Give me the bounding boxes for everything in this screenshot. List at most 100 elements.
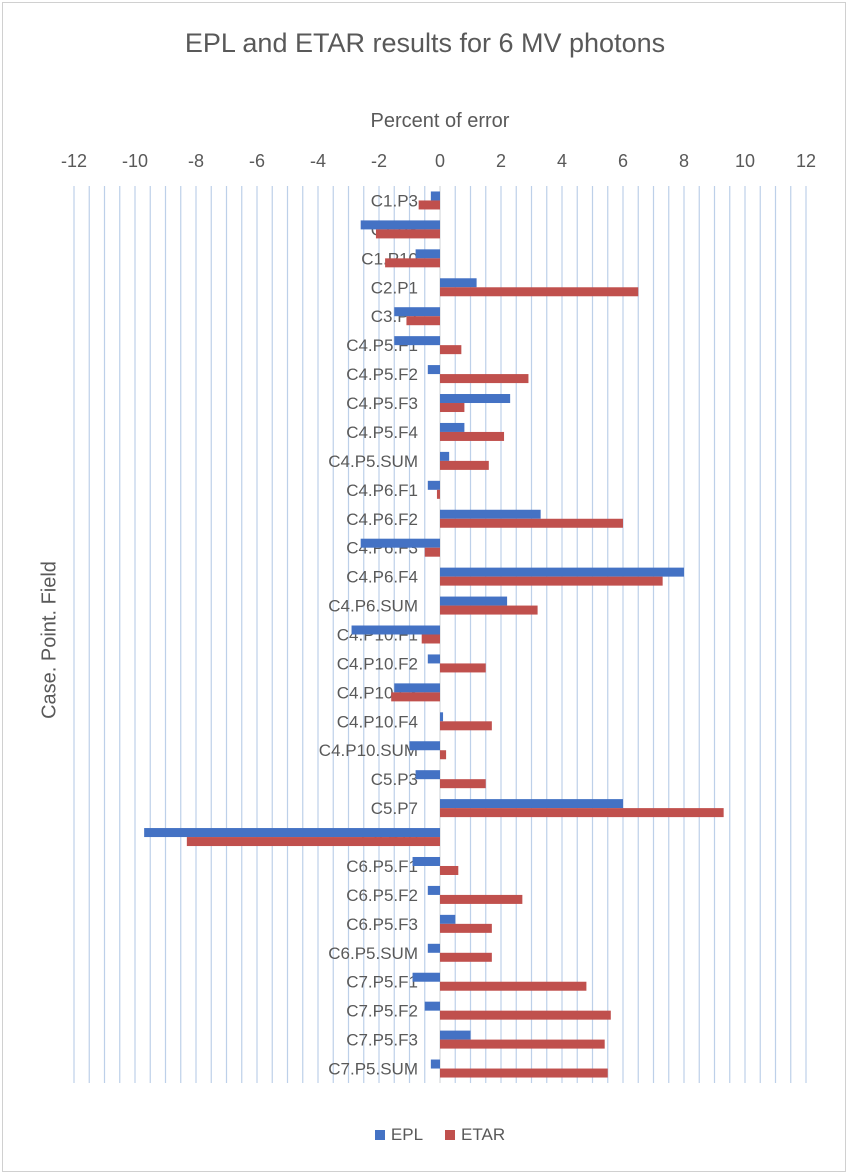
category-label: C4.P6.SUM — [328, 597, 418, 616]
bar-etar — [440, 808, 724, 818]
legend-item-epl: EPL — [374, 1125, 424, 1145]
bar-epl — [360, 538, 440, 548]
x-tick-label: -10 — [122, 151, 148, 171]
bar-etar — [440, 287, 639, 297]
bar-epl — [415, 249, 440, 259]
bar-epl — [440, 1030, 471, 1040]
bar-etar — [440, 721, 492, 731]
bar-epl — [440, 799, 623, 809]
x-tick-label: 8 — [679, 151, 689, 171]
bar-epl — [440, 567, 684, 577]
x-tick-label: 6 — [618, 151, 628, 171]
bar-epl — [440, 394, 511, 404]
bar-epl — [440, 712, 444, 722]
bar-etar — [440, 981, 587, 991]
bar-etar — [186, 837, 440, 847]
bar-etar — [440, 576, 663, 586]
bar-etar — [418, 200, 440, 210]
category-label: C5.P7 — [371, 799, 418, 818]
category-label: C1.P3 — [371, 191, 418, 210]
bar-epl — [394, 683, 440, 693]
category-label: C4.P5.F4 — [346, 423, 418, 442]
bar-epl — [440, 422, 465, 432]
x-tick-label: 2 — [496, 151, 506, 171]
category-label: C7.P5.F1 — [346, 973, 418, 992]
bar-etar — [440, 923, 492, 933]
x-tick-label: 10 — [735, 151, 755, 171]
category-label: C4.P6.F2 — [346, 510, 418, 529]
category-label: C4.P5.SUM — [328, 452, 418, 471]
category-label: C7.P5.SUM — [328, 1060, 418, 1079]
bar-epl — [427, 480, 440, 490]
x-tick-label: -6 — [249, 151, 265, 171]
category-label: C6.P5.F2 — [346, 886, 418, 905]
x-tick-label: -2 — [371, 151, 387, 171]
bar-epl — [412, 972, 440, 982]
x-tick-label: -4 — [310, 151, 326, 171]
bar-epl — [440, 509, 541, 519]
bar-etar — [440, 605, 538, 615]
category-label: C6.P5.F3 — [346, 915, 418, 934]
chart-title: EPL and ETAR results for 6 MV photons — [184, 28, 666, 58]
category-label: C6.P5.F1 — [346, 857, 418, 876]
x-tick-label: 12 — [796, 151, 816, 171]
bar-etar — [440, 952, 492, 962]
legend-label-epl: EPL — [390, 1125, 424, 1144]
legend-swatch-epl — [374, 1130, 385, 1140]
bar-epl — [427, 943, 440, 953]
category-label: C4.P10.F4 — [337, 712, 418, 731]
bar-etar — [440, 894, 523, 904]
category-label: C4.P10.F2 — [337, 654, 418, 673]
bar-epl — [409, 741, 440, 751]
bar-epl — [427, 365, 440, 375]
x-tick-label: -8 — [188, 151, 204, 171]
bar-etar — [391, 692, 440, 702]
bar-etar — [440, 1039, 605, 1049]
bar-etar — [440, 374, 529, 384]
category-label: C4.P6.F1 — [346, 481, 418, 500]
bar-etar — [424, 547, 440, 557]
x-tick-label: 4 — [557, 151, 567, 171]
x-axis-title: Percent of error — [370, 110, 510, 132]
bar-etar — [440, 779, 486, 789]
bar-etar — [440, 518, 623, 528]
category-label: C2.P1 — [371, 278, 418, 297]
category-label: C7.P5.F3 — [346, 1031, 418, 1050]
bar-etar — [440, 750, 447, 760]
legend-label-etar: ETAR — [461, 1125, 506, 1144]
category-label: C5.P3 — [371, 770, 418, 789]
legend: EPL ETAR — [0, 1125, 850, 1145]
bar-epl — [360, 220, 440, 230]
bar-epl — [144, 828, 440, 838]
bar-etar — [440, 403, 465, 413]
category-label: C4.P5.F2 — [346, 365, 418, 384]
category-label: C4.P6.F4 — [346, 568, 418, 587]
bar-etar — [440, 345, 462, 355]
bar-epl — [440, 596, 508, 606]
bar-epl — [440, 451, 450, 461]
bar-epl — [427, 654, 440, 664]
category-label: C4.P5.F3 — [346, 394, 418, 413]
bar-epl — [394, 307, 440, 317]
category-label: C7.P5.F2 — [346, 1002, 418, 1021]
x-tick-label: -12 — [61, 151, 87, 171]
x-tick-label: 0 — [435, 151, 445, 171]
bar-epl — [424, 1001, 440, 1011]
bar-etar — [406, 316, 440, 326]
bar-epl — [394, 336, 440, 346]
bar-epl — [415, 770, 440, 780]
bar-etar — [436, 489, 440, 499]
bar-epl — [427, 885, 440, 895]
category-label: C6.P5.SUM — [328, 944, 418, 963]
bar-etar — [440, 431, 505, 441]
bar-epl — [440, 914, 456, 924]
bar-etar — [440, 1068, 608, 1078]
bar-epl — [412, 856, 440, 866]
bar-epl — [430, 1059, 440, 1069]
legend-item-etar: ETAR — [445, 1125, 505, 1145]
category-label: C4.P10.SUM — [319, 741, 418, 760]
bar-etar — [440, 460, 489, 470]
bar-etar — [375, 229, 440, 239]
bar-etar — [440, 865, 459, 875]
